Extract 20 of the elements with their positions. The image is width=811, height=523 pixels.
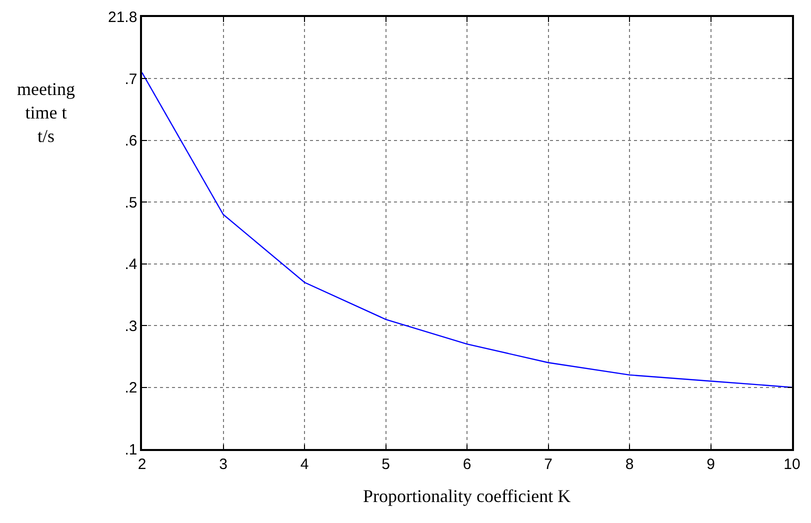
y-tick-label: .5 bbox=[124, 194, 138, 212]
x-tick-label: 6 bbox=[462, 456, 472, 473]
y-tick-label: .1 bbox=[124, 441, 138, 458]
y-tick-label: .4 bbox=[124, 256, 138, 274]
x-tick-label: 5 bbox=[382, 456, 390, 473]
y-tick-label: .7 bbox=[124, 70, 138, 88]
x-tick-label: 10 bbox=[784, 456, 800, 473]
x-tick-label: 8 bbox=[625, 456, 634, 473]
line-series bbox=[142, 72, 792, 388]
x-tick-label: 3 bbox=[219, 456, 228, 473]
x-tick-label: 9 bbox=[706, 456, 715, 473]
x-tick-label: 7 bbox=[544, 456, 552, 473]
y-tick-label: .3 bbox=[124, 318, 138, 335]
y-tick-label: .2 bbox=[124, 380, 138, 397]
text: 21.8 bbox=[108, 9, 138, 26]
x-tick-label: 2 bbox=[138, 456, 146, 473]
x-tick-label: 4 bbox=[300, 456, 309, 473]
y-tick-label: .6 bbox=[124, 132, 138, 150]
x-axis-title: Proportionality coefficient K bbox=[363, 486, 571, 506]
y-axis-title: meeting time t t/s bbox=[17, 79, 75, 146]
